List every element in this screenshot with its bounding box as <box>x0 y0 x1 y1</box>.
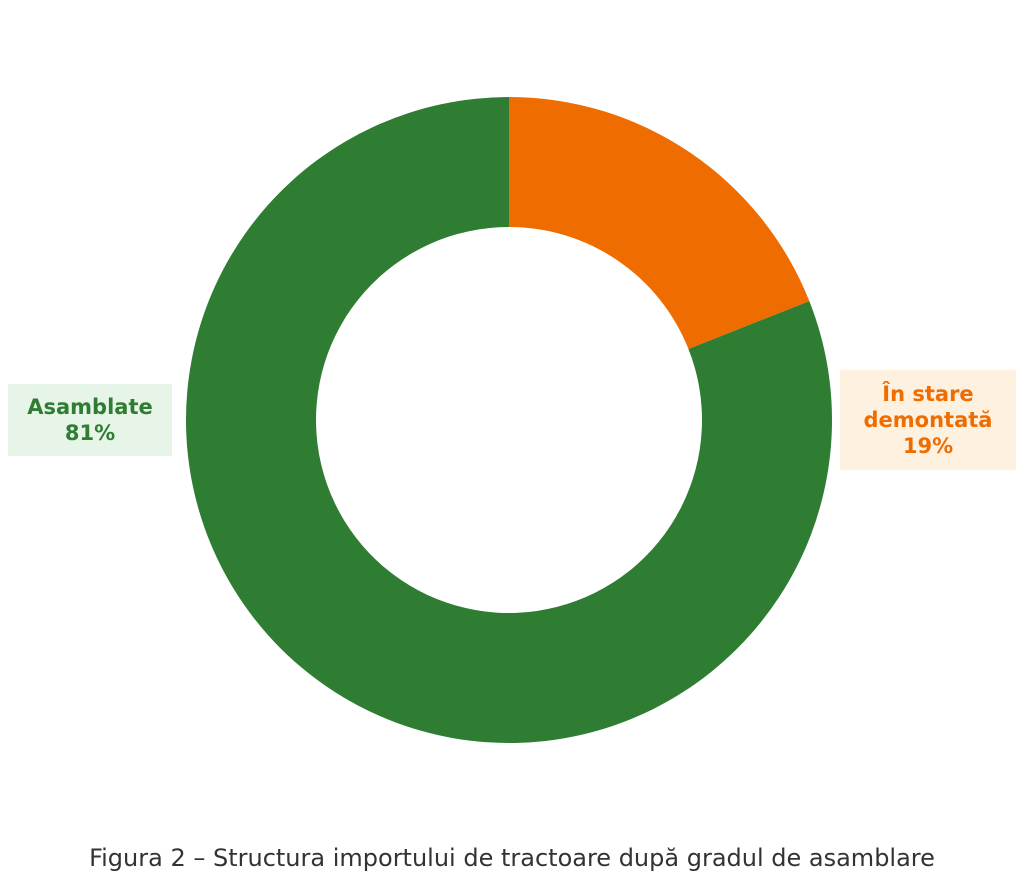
slice-label-demontata-value: 19% <box>902 434 954 458</box>
slice-label-asamblate-value: 81% <box>64 421 116 445</box>
slice-label-demontata: În stare demontată 19% <box>840 370 1016 470</box>
donut-slice-1 <box>185 97 832 744</box>
slice-label-asamblate-name: Asamblate <box>27 395 153 419</box>
donut-slice-0 <box>509 97 810 349</box>
slice-label-asamblate: Asamblate 81% <box>8 384 172 456</box>
slice-label-demontata-name-line2: demontată <box>863 408 993 432</box>
slice-label-demontata-name-line1: În stare <box>882 382 974 406</box>
figure-caption: Figura 2 – Structura importului de tract… <box>89 844 935 872</box>
